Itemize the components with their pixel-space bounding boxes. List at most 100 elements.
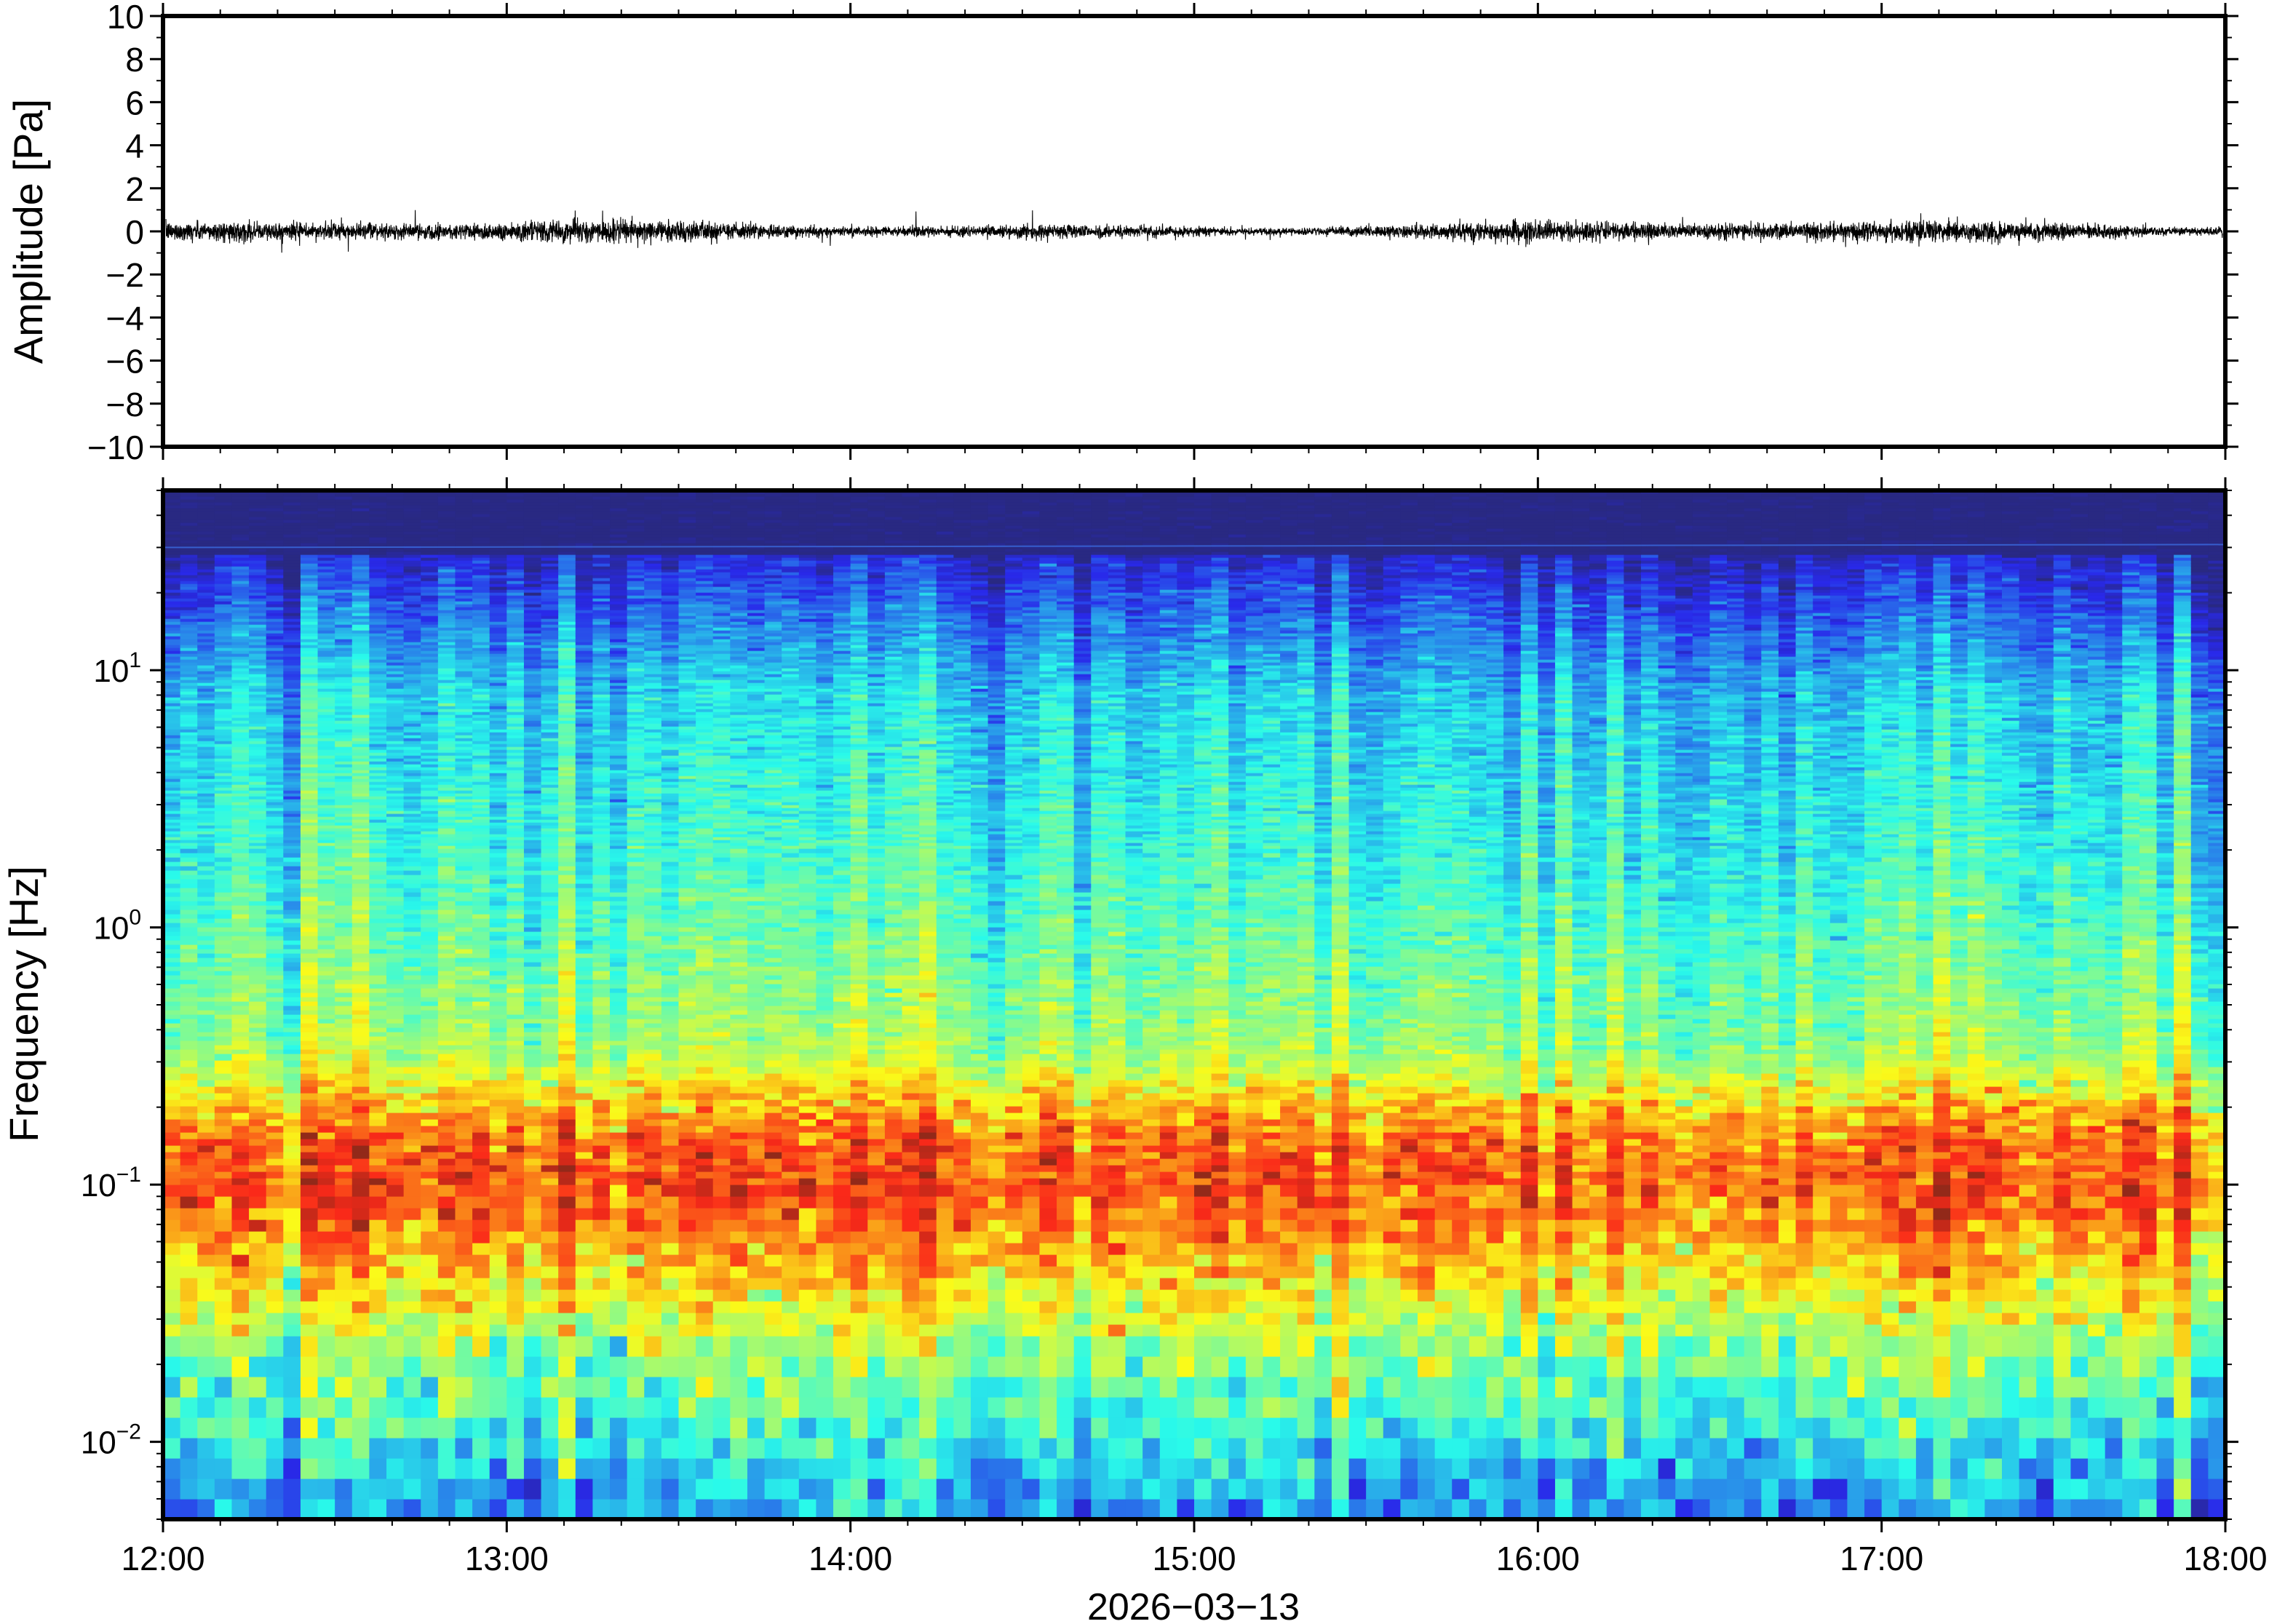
spectrogram-cell [506, 1040, 525, 1046]
spectrogram-cell [351, 554, 370, 558]
spectrogram-cell [369, 537, 387, 541]
spectrogram-cell [180, 653, 199, 657]
spectrogram-cell [214, 636, 233, 640]
spectrogram-cell [214, 578, 233, 581]
spectrogram-cell [437, 875, 456, 880]
spectrogram-cell [266, 1010, 285, 1015]
spectrogram-cell [437, 975, 456, 980]
spectrogram-cell [266, 802, 285, 805]
spectrogram-cell [472, 624, 490, 628]
spectrogram-cell [335, 575, 353, 578]
spectrogram-cell [317, 502, 335, 506]
spectrogram-cell [472, 776, 490, 779]
spectrogram-cell [266, 499, 285, 503]
spectrogram-cell [386, 892, 405, 897]
spectrogram-cell [300, 1266, 319, 1278]
spectrogram-cell [335, 1254, 353, 1267]
spectrogram-cell [214, 909, 233, 915]
spectrogram-cell [214, 883, 233, 888]
spectrogram-cell [197, 616, 215, 619]
spectrogram-cell [197, 837, 215, 840]
spectrogram-cell [163, 514, 181, 517]
spectrogram-cell [266, 883, 285, 888]
spectrogram-cell [300, 1093, 319, 1100]
spectrogram-cell [403, 1243, 422, 1255]
spectrogram-cell [386, 685, 405, 689]
spectrogram-cell [403, 979, 422, 984]
spectrogram-cell [335, 1032, 353, 1037]
spectrogram-cell [386, 813, 405, 817]
spectrogram-cell [266, 857, 285, 862]
spectrogram-cell [403, 1171, 422, 1179]
spectrogram-cell [197, 923, 215, 928]
spectrogram-cell [266, 828, 285, 832]
spectrogram-cell [506, 601, 525, 605]
spectrogram-cell [163, 1032, 181, 1037]
spectrogram-cell [335, 633, 353, 637]
spectrogram-cell [214, 1266, 233, 1278]
spectrogram-cell [421, 866, 439, 871]
spectrogram-cell [163, 1132, 181, 1139]
spectrogram-cell [317, 601, 335, 605]
spectrogram-cell [231, 1006, 250, 1011]
spectrogram-cell [317, 997, 335, 1002]
spectrogram-cell [523, 901, 542, 906]
spectrogram-cell [283, 892, 301, 897]
spectrogram-cell [386, 511, 405, 514]
spectrogram-cell [369, 837, 387, 840]
spectrogram-cell [283, 514, 301, 517]
spectrogram-cell [437, 1254, 456, 1267]
spectrogram-cell [163, 601, 181, 605]
spectrogram-cell [351, 1377, 370, 1398]
spectrogram-cell [403, 1032, 422, 1037]
spectrogram-cell [335, 549, 353, 552]
spectrogram-cell [421, 958, 439, 963]
spectrogram-cell [300, 875, 319, 880]
spectrogram-cell [335, 618, 353, 622]
spectrogram-cell [214, 761, 233, 765]
spectrogram-cell [197, 808, 215, 811]
spectrogram-cell [197, 1132, 215, 1139]
spectrogram-cell [369, 1377, 387, 1398]
spectrogram-cell [249, 1438, 267, 1459]
spectrogram-cell [283, 857, 301, 862]
spectrogram-cell [386, 659, 405, 663]
spectrogram-cell [214, 896, 233, 901]
spectrogram-cell [197, 520, 215, 523]
spectrogram-cell [421, 520, 439, 523]
spectrogram-cell [317, 575, 335, 578]
spectrogram-cell [386, 755, 405, 759]
spectrogram-cell [300, 1219, 319, 1232]
spectrogram-cell [472, 843, 490, 846]
spectrogram-cell [489, 793, 508, 797]
spectrogram-cell [506, 560, 525, 564]
spectrogram-cell [472, 901, 490, 906]
spectrogram-cell [231, 931, 250, 936]
spectrogram-cell [472, 1126, 490, 1133]
spectrogram-cell [437, 811, 456, 814]
spectrogram-cell [506, 840, 525, 843]
spectrogram-cell [541, 888, 559, 893]
spectrogram-cell [437, 659, 456, 663]
spectrogram-cell [197, 1067, 215, 1074]
spectrogram-cell [472, 1019, 490, 1024]
spectrogram-cell [231, 557, 250, 561]
spectrogram-cell [369, 1001, 387, 1006]
spectrogram-cell [455, 1001, 473, 1006]
spectrogram-cell [541, 1458, 559, 1479]
spectrogram-cell [541, 1086, 559, 1094]
spectrogram-cell [231, 796, 250, 800]
spectrogram-cell [369, 901, 387, 906]
spectrogram-cell [249, 1099, 267, 1107]
spectrogram-cell [180, 1036, 199, 1041]
spectrogram-cell [523, 834, 542, 837]
spectrogram-cell [163, 650, 181, 654]
spectrogram-cell [506, 857, 525, 862]
spectrogram-cell [351, 773, 370, 776]
spectrogram-cell [472, 747, 490, 750]
spectrogram-cell [180, 879, 199, 884]
spectrogram-cell [163, 971, 181, 976]
spectrogram-cell [335, 767, 353, 771]
spectrogram-cell [472, 581, 490, 584]
spectrogram-cell [369, 828, 387, 832]
